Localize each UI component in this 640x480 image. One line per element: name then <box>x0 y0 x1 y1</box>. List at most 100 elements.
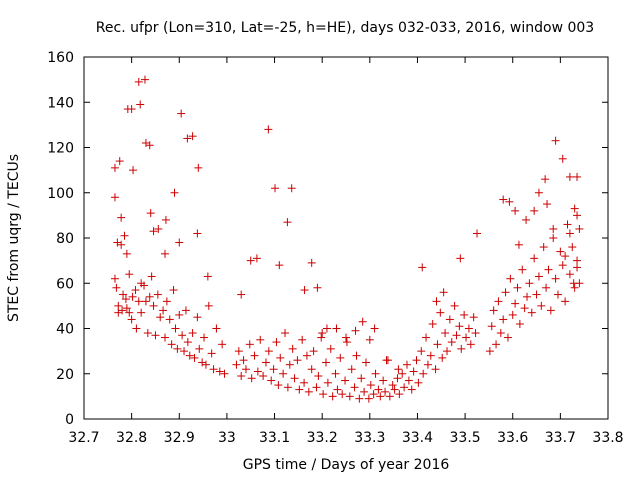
data-point <box>568 243 577 252</box>
data-point <box>141 297 150 306</box>
data-point <box>450 301 459 310</box>
data-point <box>549 224 558 233</box>
data-point <box>134 297 143 306</box>
data-point <box>239 356 248 365</box>
data-point <box>259 372 268 381</box>
data-point <box>245 340 254 349</box>
data-point <box>428 319 437 328</box>
data-point <box>110 163 119 172</box>
x-tick-label: 33.3 <box>354 430 385 446</box>
data-point <box>365 335 374 344</box>
data-point <box>232 360 241 369</box>
data-point <box>565 270 574 279</box>
data-point <box>534 272 543 281</box>
data-point <box>122 304 131 313</box>
data-point <box>520 304 529 313</box>
data-point <box>177 109 186 118</box>
data-point <box>181 306 190 315</box>
data-point <box>439 288 448 297</box>
data-point <box>326 344 335 353</box>
data-point <box>145 292 154 301</box>
data-point <box>125 308 134 317</box>
data-point <box>323 378 332 387</box>
data-point <box>433 340 442 349</box>
data-point <box>398 369 407 378</box>
data-point <box>423 360 432 369</box>
data-point <box>357 374 366 383</box>
data-point <box>442 347 451 356</box>
data-point <box>140 281 149 290</box>
y-tick-label: 140 <box>47 95 74 111</box>
y-tick-label: 60 <box>56 276 74 292</box>
data-point <box>237 290 246 299</box>
data-point <box>115 157 124 166</box>
data-point <box>358 317 367 326</box>
data-point <box>345 392 354 401</box>
data-point <box>551 136 560 145</box>
data-point <box>132 324 141 333</box>
data-point <box>374 385 383 394</box>
data-point <box>522 215 531 224</box>
data-point <box>518 265 527 274</box>
data-point <box>283 218 292 227</box>
data-point <box>173 344 182 353</box>
data-point <box>457 344 466 353</box>
data-point <box>300 286 309 295</box>
data-point <box>269 365 278 374</box>
data-point <box>293 356 302 365</box>
data-point <box>539 243 548 252</box>
data-point <box>570 204 579 213</box>
data-point <box>276 353 285 362</box>
data-point <box>573 263 582 272</box>
y-tick-label: 20 <box>56 367 74 383</box>
axis-ticks: 32.7 32.8 32.9 33 33.1 33.2 33.3 33.4 33.5 33.6 33… <box>47 50 623 446</box>
data-point <box>264 347 273 356</box>
data-point <box>385 392 394 401</box>
x-tick-label: 33.8 <box>592 430 623 446</box>
data-point <box>241 365 250 374</box>
data-point <box>575 224 584 233</box>
data-point <box>456 254 465 263</box>
data-point <box>499 315 508 324</box>
data-point <box>527 308 536 317</box>
data-point <box>312 383 321 392</box>
data-point <box>160 333 169 342</box>
data-point <box>537 301 546 310</box>
data-point <box>473 229 481 238</box>
data-point <box>165 315 174 324</box>
data-point <box>145 141 154 150</box>
data-point <box>382 356 391 365</box>
data-point <box>355 394 364 403</box>
data-point <box>331 369 340 378</box>
data-point <box>341 376 350 385</box>
data-point <box>471 329 480 338</box>
data-point <box>167 340 176 349</box>
y-tick-label: 80 <box>56 231 74 247</box>
data-point <box>194 163 203 172</box>
data-point <box>364 394 373 403</box>
data-point <box>220 369 229 378</box>
data-point <box>193 313 202 322</box>
data-point <box>390 385 399 394</box>
data-point <box>151 331 160 340</box>
data-point <box>314 372 323 381</box>
data-point <box>317 333 326 342</box>
data-point <box>573 211 582 220</box>
data-point <box>162 297 171 306</box>
data-point <box>117 240 126 249</box>
data-point <box>336 353 345 362</box>
data-point <box>156 313 165 322</box>
data-point <box>494 297 503 306</box>
data-point <box>200 333 209 342</box>
x-tick-label: 32.8 <box>116 430 147 446</box>
data-point <box>573 256 582 265</box>
data-point <box>322 324 331 333</box>
data-point <box>170 188 179 197</box>
data-point <box>452 331 461 340</box>
data-point <box>342 333 350 342</box>
data-point <box>369 390 378 399</box>
data-point <box>412 356 421 365</box>
data-point <box>431 365 440 374</box>
data-point <box>321 358 330 367</box>
data-point <box>561 252 570 261</box>
